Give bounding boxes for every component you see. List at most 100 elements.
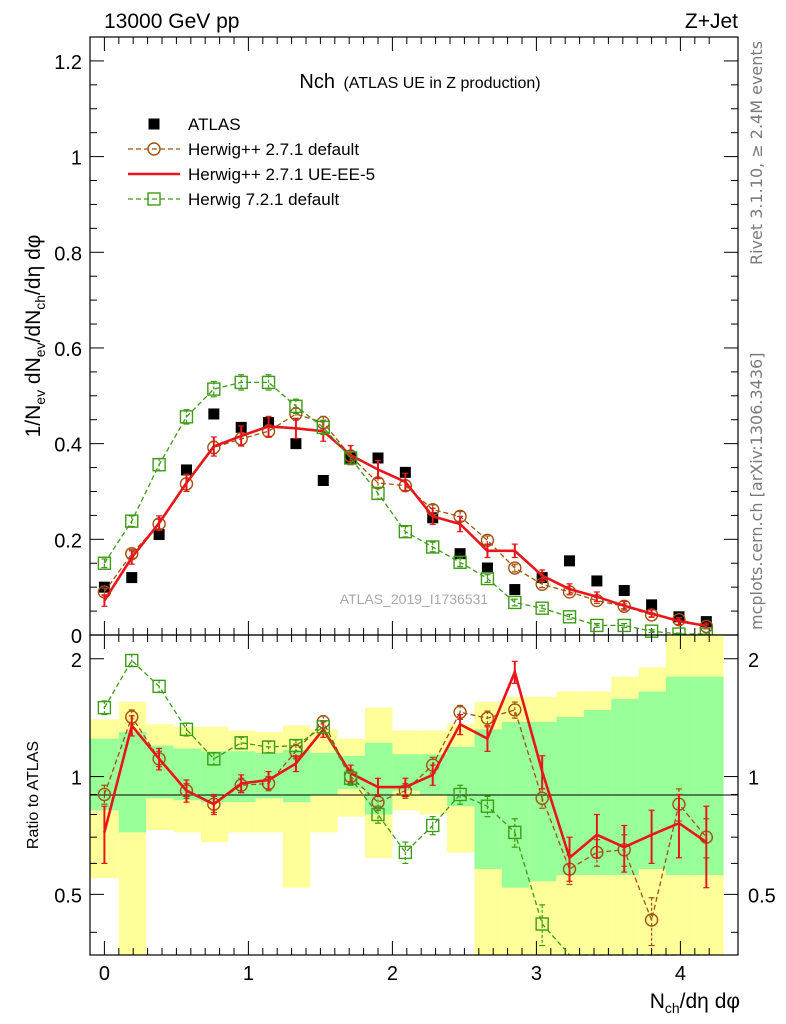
ratio-herwig7-point (508, 825, 522, 840)
header-left: 13000 GeV pp (104, 10, 239, 33)
ratio-herwig7-point (453, 787, 467, 802)
ratio-herwig_def-point (480, 711, 495, 725)
main-atlas-point (126, 572, 138, 584)
main-ytick-label: 0.2 (54, 530, 82, 552)
legend-herwig7-marker (147, 192, 161, 206)
ratio-herwig7-point (535, 917, 549, 931)
main-atlas-point (208, 408, 220, 420)
main-ytick-label: 1.2 (54, 52, 82, 74)
main-herwig7-point (590, 618, 604, 633)
legend-herwig_def-marker (147, 142, 161, 156)
main-atlas-point (98, 581, 110, 593)
ratio-herwig7-point (426, 818, 440, 833)
main-atlas-point (290, 438, 302, 450)
mcplots-label: mcplots.cern.ch [arXiv:1306.3436] (747, 353, 766, 630)
ratio-herwig7-line (103, 659, 707, 956)
legend-herwig7-label: Herwig 7.2.1 default (188, 190, 339, 209)
main-ytick-label: 0.8 (54, 243, 82, 265)
main-ytick-label: 1 (71, 148, 82, 170)
plot-subtitle: (ATLAS UE in Z production) (343, 75, 540, 92)
main-herwig7-point (316, 420, 330, 435)
main-atlas-point (646, 599, 658, 611)
ratio-ytick-label: 1 (71, 768, 82, 790)
ratio-ytick-label-right: 2 (748, 650, 759, 672)
ratio-band-green (200, 751, 229, 803)
main-herwig7-point (179, 410, 194, 424)
ratio-herwig_def-point (644, 913, 659, 927)
ratio-frame (89, 634, 739, 956)
main-herwig7-point (508, 595, 522, 610)
header-right: Z+Jet (685, 10, 738, 33)
ratio-y-axis-label: Ratio to ATLAS (25, 741, 42, 849)
main-panel: 0 0.2 0.4 0.6 0.8 1 1.2 Nch (ATLAS UE in Z pro… (22, 36, 739, 648)
main-herwig7-point (97, 556, 112, 570)
ratio-band-green (501, 721, 530, 888)
ratio-band-green (474, 729, 502, 870)
ratio-ytick-label: 2 (71, 650, 82, 672)
ratio-herwig7-point (179, 722, 194, 737)
main-herwig7-point (289, 399, 303, 414)
ratio-herwig7-point (371, 807, 385, 822)
ratio-herwig7-point (261, 740, 276, 754)
main-atlas-point (700, 616, 712, 628)
legend-atlas-label: ATLAS (188, 115, 241, 134)
main-atlas-point (673, 611, 685, 623)
main-ytick-labels: 0 0.2 0.4 0.6 0.8 1 1.2 (54, 52, 82, 648)
ratio-herwig7-point (207, 752, 221, 766)
x-axis-label: Nch/dη dφ (650, 990, 740, 1016)
xtick-label: 2 (387, 963, 398, 985)
xtick-label: 0 (99, 963, 110, 985)
main-herwig7-point (562, 610, 577, 624)
ratio-herwig7-point (125, 653, 139, 668)
xtick-label: 4 (675, 963, 686, 985)
ratio-tick-labels: 0.5 0.5 1 1 2 2 0 1 2 3 4 (54, 650, 776, 985)
ratio-herwig_def-point (97, 787, 112, 802)
main-atlas-point (618, 585, 630, 597)
main-ytick-label: 0 (71, 626, 82, 648)
main-atlas-point (180, 464, 192, 476)
ratio-panel: 0.5 0.5 1 1 2 2 0 1 2 3 4 Ratio to ATLAS Nch/dη dφ (25, 634, 776, 1016)
analysis-watermark: ATLAS_2019_I1736531 (340, 591, 489, 607)
main-ytick-label: 0.4 (54, 435, 82, 457)
main-atlas-point (591, 575, 603, 587)
plot-title: Nch (ATLAS UE in Z production) (299, 71, 540, 93)
main-atlas-point (509, 584, 521, 596)
main-herwig7-point (480, 571, 495, 586)
main-series (97, 374, 714, 641)
ratio-band-green (693, 676, 724, 876)
rivet-version-label: Rivet 3.1.10, ≥ 2.4M events (747, 41, 766, 265)
ratio-ytick-label: 0.5 (54, 885, 82, 907)
main-herwig7-point (234, 375, 248, 390)
ratio-ytick-label-right: 1 (748, 768, 759, 790)
main-herwig7-point (343, 451, 358, 465)
xtick-label: 1 (243, 963, 254, 985)
ratio-herwig7-point (234, 736, 248, 750)
ratio-band-green (118, 731, 147, 833)
main-atlas-point (317, 474, 329, 486)
ratio-herwig7-point (152, 679, 166, 694)
main-herwig7-point (453, 555, 467, 569)
main-herwig7-point (617, 618, 631, 633)
legend: ATLAS Herwig++ 2.7.1 default Herwig++ 2.7.… (128, 115, 375, 209)
ratio-series (97, 653, 714, 956)
ratio-herwig_def-point (535, 791, 549, 805)
main-herwig7-point (426, 540, 440, 554)
main-atlas-point (481, 562, 493, 574)
xtick-label: 3 (531, 963, 542, 985)
main-herwig7-point (398, 524, 413, 539)
ratio-herwig7-point (316, 720, 330, 734)
ratio-herwig7-point (398, 845, 413, 860)
main-herwig7-point (371, 486, 385, 501)
ratio-herwig7-point (97, 700, 112, 715)
ratio-band-green (310, 752, 338, 795)
main-y-axis-label: 1/Nev dNev/dNch/dη dφ (22, 235, 48, 438)
main-herwig_def-point (508, 561, 522, 575)
ratio-herwig_def-point (508, 703, 522, 717)
main-herwig_def-point (699, 619, 714, 634)
main-ytick-label: 0.6 (54, 339, 82, 361)
ratio-ticks (90, 635, 738, 955)
ratio-ytick-label-right: 0.5 (748, 885, 776, 907)
ratio-herwig7-point (289, 738, 303, 753)
legend-atlas-marker (148, 118, 160, 130)
main-atlas-point (564, 555, 576, 567)
